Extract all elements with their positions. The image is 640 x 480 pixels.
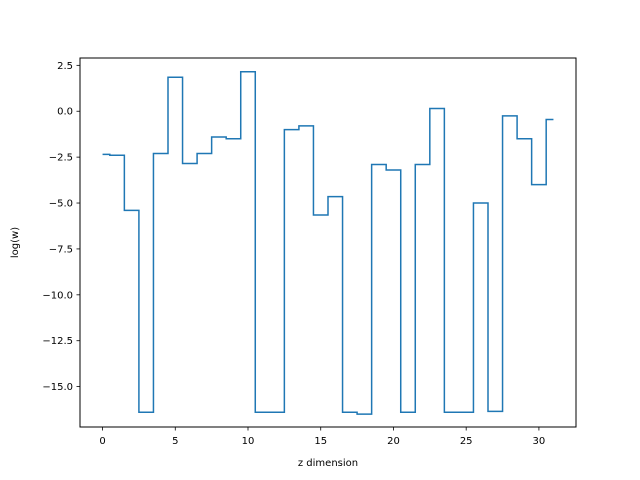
x-tick-label: 10 [242,436,255,447]
plot-area [102,71,554,415]
y-tick-label: −2.5 [49,153,73,164]
y-tick-label: 2.5 [57,61,73,72]
y-tick-label: −12.5 [42,336,73,347]
x-tick-label: 20 [387,436,400,447]
y-axis-ticks: 2.5 0.0 −2.5 −5.0 −7.5 −10.0 −12.5 −15.0 [42,61,80,393]
y-tick-label: −10.0 [42,290,73,301]
x-tick-label: 15 [314,436,327,447]
x-tick-label: 5 [172,436,178,447]
y-tick-label: −15.0 [42,382,73,393]
y-axis-label: log(w) [10,227,21,258]
y-tick-label: −5.0 [49,199,73,210]
x-axis-ticks: 0 5 10 15 20 25 30 [99,427,545,447]
x-axis-label: z dimension [298,458,358,469]
x-tick-label: 0 [99,436,105,447]
series-line-0 [102,71,554,415]
y-tick-label: 0.0 [57,107,73,118]
x-tick-label: 30 [533,436,546,447]
y-tick-label: −7.5 [49,244,73,255]
x-tick-label: 25 [460,436,473,447]
axes-frame [79,57,577,428]
